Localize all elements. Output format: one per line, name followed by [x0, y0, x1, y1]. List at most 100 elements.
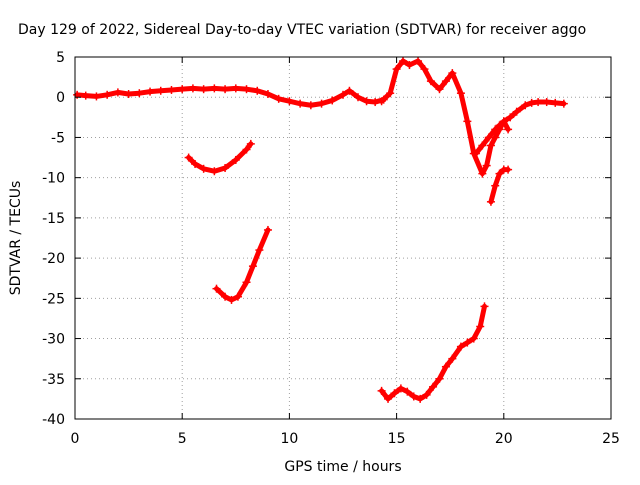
data-point	[441, 362, 450, 371]
data-point	[435, 85, 444, 94]
data-point	[233, 292, 242, 301]
data-point	[92, 92, 101, 101]
data-point	[246, 139, 255, 148]
data-point	[135, 89, 144, 98]
data-point	[377, 97, 386, 106]
data-point	[435, 374, 444, 383]
x-tick-label: 20	[495, 431, 513, 447]
data-point	[534, 98, 543, 107]
data-point	[221, 292, 230, 301]
data-point	[486, 141, 495, 150]
data-point	[506, 113, 515, 122]
data-point	[317, 99, 326, 108]
data-point	[504, 165, 513, 174]
data-point	[527, 98, 536, 107]
data-point	[227, 295, 236, 304]
x-axis-label: GPS time / hours	[284, 459, 401, 475]
data-point	[521, 101, 530, 110]
data-point	[231, 84, 240, 93]
data-point	[255, 246, 264, 255]
data-point	[328, 96, 337, 105]
data-point	[248, 262, 257, 271]
data-point	[420, 65, 429, 74]
data-point	[499, 117, 508, 126]
data-point	[242, 145, 251, 154]
data-point	[253, 86, 262, 95]
y-tick-label: -40	[42, 412, 65, 428]
y-tick-label: -30	[42, 332, 65, 348]
data-point	[146, 87, 155, 96]
y-tick-label: -5	[51, 130, 65, 146]
data-point	[405, 61, 414, 70]
data-point	[463, 117, 472, 126]
data-point	[242, 278, 251, 287]
data-point	[504, 125, 513, 134]
data-point	[377, 386, 386, 395]
x-tick-label: 25	[602, 431, 620, 447]
data-point	[263, 225, 272, 234]
data-point	[199, 164, 208, 173]
data-point	[354, 93, 363, 102]
data-point	[306, 101, 315, 110]
data-point	[371, 98, 380, 107]
data-point	[551, 98, 560, 107]
data-point	[403, 387, 412, 396]
data-layer	[73, 57, 568, 403]
data-point	[471, 149, 480, 158]
data-point	[212, 284, 221, 293]
data-trace	[214, 227, 271, 303]
tick-layer: 0 5 10 15 20 25 5 0 -5 -10 -15 -20 -25 -30 -35 -40	[42, 50, 620, 447]
data-point	[345, 86, 354, 95]
data-point	[184, 153, 193, 162]
data-point	[456, 89, 465, 98]
data-point	[396, 384, 405, 393]
data-point	[486, 197, 495, 206]
data-point	[156, 86, 165, 95]
data-point	[399, 57, 408, 66]
data-point	[491, 125, 500, 134]
chart-title: Day 129 of 2022, Sidereal Day-to-day VTE…	[18, 22, 586, 38]
y-axis-label: SDTVAR / TECUs	[8, 181, 24, 296]
data-point	[390, 389, 399, 398]
data-point	[456, 342, 465, 351]
x-tick-label: 0	[71, 431, 80, 447]
data-point	[386, 89, 395, 98]
x-tick-label: 5	[178, 431, 187, 447]
data-point	[231, 155, 240, 164]
data-point	[285, 97, 294, 106]
plot-frame	[74, 56, 612, 420]
data-point	[448, 354, 457, 363]
data-point	[191, 159, 200, 168]
data-trace	[379, 58, 567, 177]
data-point	[221, 85, 230, 94]
data-point	[480, 302, 489, 311]
data-point	[392, 65, 401, 74]
y-tick-label: -35	[42, 372, 65, 388]
data-point	[210, 167, 219, 176]
y-tick-label: -15	[42, 211, 65, 227]
data-point	[559, 99, 568, 108]
data-point	[178, 85, 187, 94]
x-tick-label: 15	[388, 431, 406, 447]
grid-layer	[75, 57, 611, 419]
data-point	[103, 90, 112, 99]
x-tick-label: 10	[280, 431, 298, 447]
data-point	[221, 164, 230, 173]
data-point	[263, 90, 272, 99]
data-point	[113, 88, 122, 97]
data-point	[124, 90, 133, 99]
data-trace	[186, 141, 254, 174]
data-point	[384, 394, 393, 403]
data-point	[463, 338, 472, 347]
data-point	[542, 98, 551, 107]
y-tick-label: 5	[56, 50, 65, 66]
data-point	[362, 97, 371, 106]
data-point	[422, 390, 431, 399]
data-point	[199, 85, 208, 94]
data-point	[478, 141, 487, 150]
data-point	[426, 77, 435, 86]
data-point	[495, 169, 504, 178]
data-point	[81, 91, 90, 100]
data-point	[339, 90, 347, 99]
